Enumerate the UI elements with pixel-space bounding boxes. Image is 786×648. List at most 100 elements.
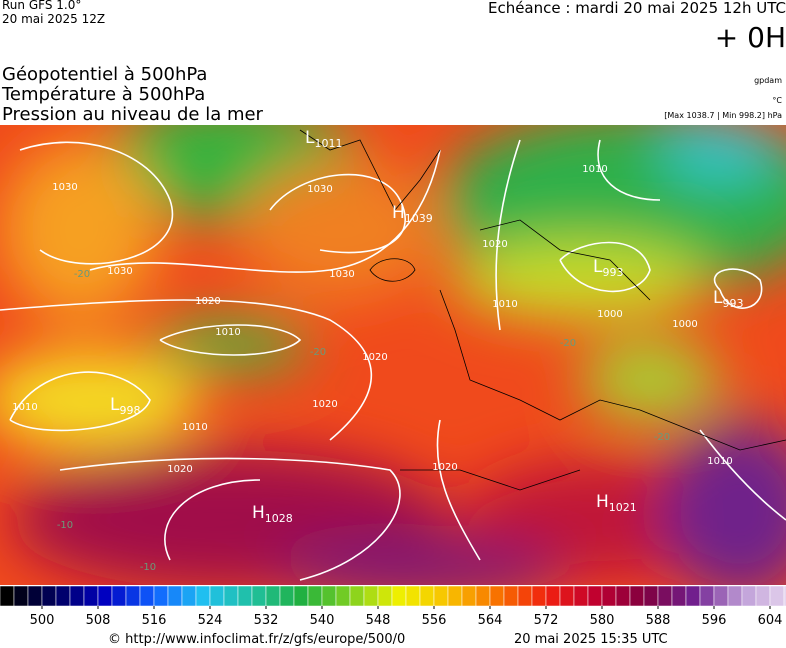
- scale-swatch: [531, 585, 547, 607]
- center-letter: H: [252, 503, 265, 523]
- isobar-label: 1020: [482, 239, 507, 250]
- scale-swatch: [307, 585, 323, 607]
- scale-tick-label: 556: [422, 613, 447, 628]
- pressure-center: L993: [713, 288, 743, 310]
- scale-swatch: [13, 585, 29, 607]
- pressure-center: H1021: [596, 492, 637, 514]
- run-name: Run GFS 1.0°: [2, 0, 81, 12]
- source-url: © http://www.infoclimat.fr/z/gfs/europe/…: [108, 632, 405, 647]
- isobar-label: 1010: [215, 327, 240, 338]
- scale-swatch: [251, 585, 267, 607]
- pressure-center: H1039: [392, 203, 433, 225]
- isotherm-label: -20: [74, 269, 90, 280]
- isobar-label: 1010: [707, 456, 732, 467]
- scale-swatch: [181, 585, 197, 607]
- scale-swatch: [699, 585, 715, 607]
- extremes: [Max 1038.7 | Min 998.2] hPa: [664, 111, 782, 120]
- isotherm-label: -20: [310, 347, 326, 358]
- isotherm-label: -20: [654, 432, 670, 443]
- scale-swatch: [419, 585, 435, 607]
- center-value: 1028: [265, 512, 293, 525]
- isobar-label: 1030: [329, 269, 354, 280]
- scale-swatch: [335, 585, 351, 607]
- pressure-center: L998: [110, 395, 140, 417]
- scale-tick-label: 516: [142, 613, 167, 628]
- scale-tick-label: 588: [646, 613, 671, 628]
- isobar-label: 1010: [12, 402, 37, 413]
- scale-tick-label: 572: [534, 613, 559, 628]
- field-2: Température à 500hPa: [1, 84, 205, 105]
- scale-swatch: [363, 585, 379, 607]
- isobar-label: 1010: [492, 299, 517, 310]
- scale-tick-label: 500: [30, 613, 55, 628]
- isotherm-label: -10: [57, 520, 73, 531]
- scale-swatch: [139, 585, 155, 607]
- scale-swatch: [265, 585, 281, 607]
- center-value: 1039: [405, 212, 433, 225]
- scale-swatch: [447, 585, 463, 607]
- center-value: 993: [722, 297, 743, 310]
- isobar-label: 1020: [195, 296, 220, 307]
- scale-swatch: [0, 585, 15, 607]
- scale-swatch: [713, 585, 729, 607]
- scale-swatch: [349, 585, 365, 607]
- scale-swatch: [97, 585, 113, 607]
- scale-swatch: [195, 585, 211, 607]
- scale-swatch: [433, 585, 449, 607]
- scale-tick-label: 604: [758, 613, 783, 628]
- center-letter: L: [713, 288, 723, 308]
- scale-tick-label: 548: [366, 613, 391, 628]
- pressure-center: L1011: [305, 128, 342, 150]
- run-date: 20 mai 2025 12Z: [2, 12, 105, 26]
- scale-swatch: [69, 585, 85, 607]
- scale-swatch: [223, 585, 239, 607]
- scale-swatch: [545, 585, 561, 607]
- center-letter: L: [110, 395, 120, 415]
- isobar-label: 1010: [182, 422, 207, 433]
- isotherm-label: -20: [560, 338, 576, 349]
- center-letter: H: [596, 492, 609, 512]
- map-field: [0, 125, 786, 585]
- scale-swatch: [83, 585, 99, 607]
- scale-swatch: [111, 585, 127, 607]
- map-labels: L1011H1039L993L993L998H1028H102110301030…: [12, 128, 743, 573]
- scale-swatch: [153, 585, 169, 607]
- scale-swatch: [685, 585, 701, 607]
- isotherm-label: -10: [140, 562, 156, 573]
- scale-swatch: [769, 585, 785, 607]
- scale-swatch: [391, 585, 407, 607]
- scale-swatch: [657, 585, 673, 607]
- isobar-label: 1020: [362, 352, 387, 363]
- center-value: 1021: [609, 501, 637, 514]
- scale-swatch: [629, 585, 645, 607]
- pressure-center: L993: [593, 257, 623, 279]
- isobar-label: 1020: [432, 462, 457, 473]
- color-scale: 500 508 516 524 532 540 548 556 564 572 580 588 596 6…: [0, 585, 786, 628]
- scale-tick-label: 564: [478, 613, 503, 628]
- scale-swatch: [783, 585, 786, 607]
- scale-swatch: [167, 585, 183, 607]
- unit-temp: °C: [772, 96, 782, 105]
- isobar-label: 1000: [672, 319, 697, 330]
- isobar-label: 1030: [52, 182, 77, 193]
- scale-swatch: [755, 585, 771, 607]
- center-letter: H: [392, 203, 405, 223]
- scale-tick-label: 508: [86, 613, 111, 628]
- scale-swatch: [517, 585, 533, 607]
- forecast-time: Echéance : mardi 20 mai 2025 12h UTC: [488, 0, 786, 17]
- scale-swatch: [27, 585, 43, 607]
- isobar-label: 1000: [597, 309, 622, 320]
- center-value: 998: [119, 404, 140, 417]
- scale-swatch: [587, 585, 603, 607]
- scale-swatch: [741, 585, 757, 607]
- center-letter: L: [305, 128, 315, 148]
- scale-tick-label: 524: [198, 613, 223, 628]
- scale-tick-label: 580: [590, 613, 615, 628]
- center-value: 1011: [314, 137, 342, 150]
- scale-swatch: [643, 585, 659, 607]
- scale-swatch: [503, 585, 519, 607]
- scale-swatch: [209, 585, 225, 607]
- scale-swatch: [475, 585, 491, 607]
- scale-swatch: [615, 585, 631, 607]
- scale-swatch: [41, 585, 57, 607]
